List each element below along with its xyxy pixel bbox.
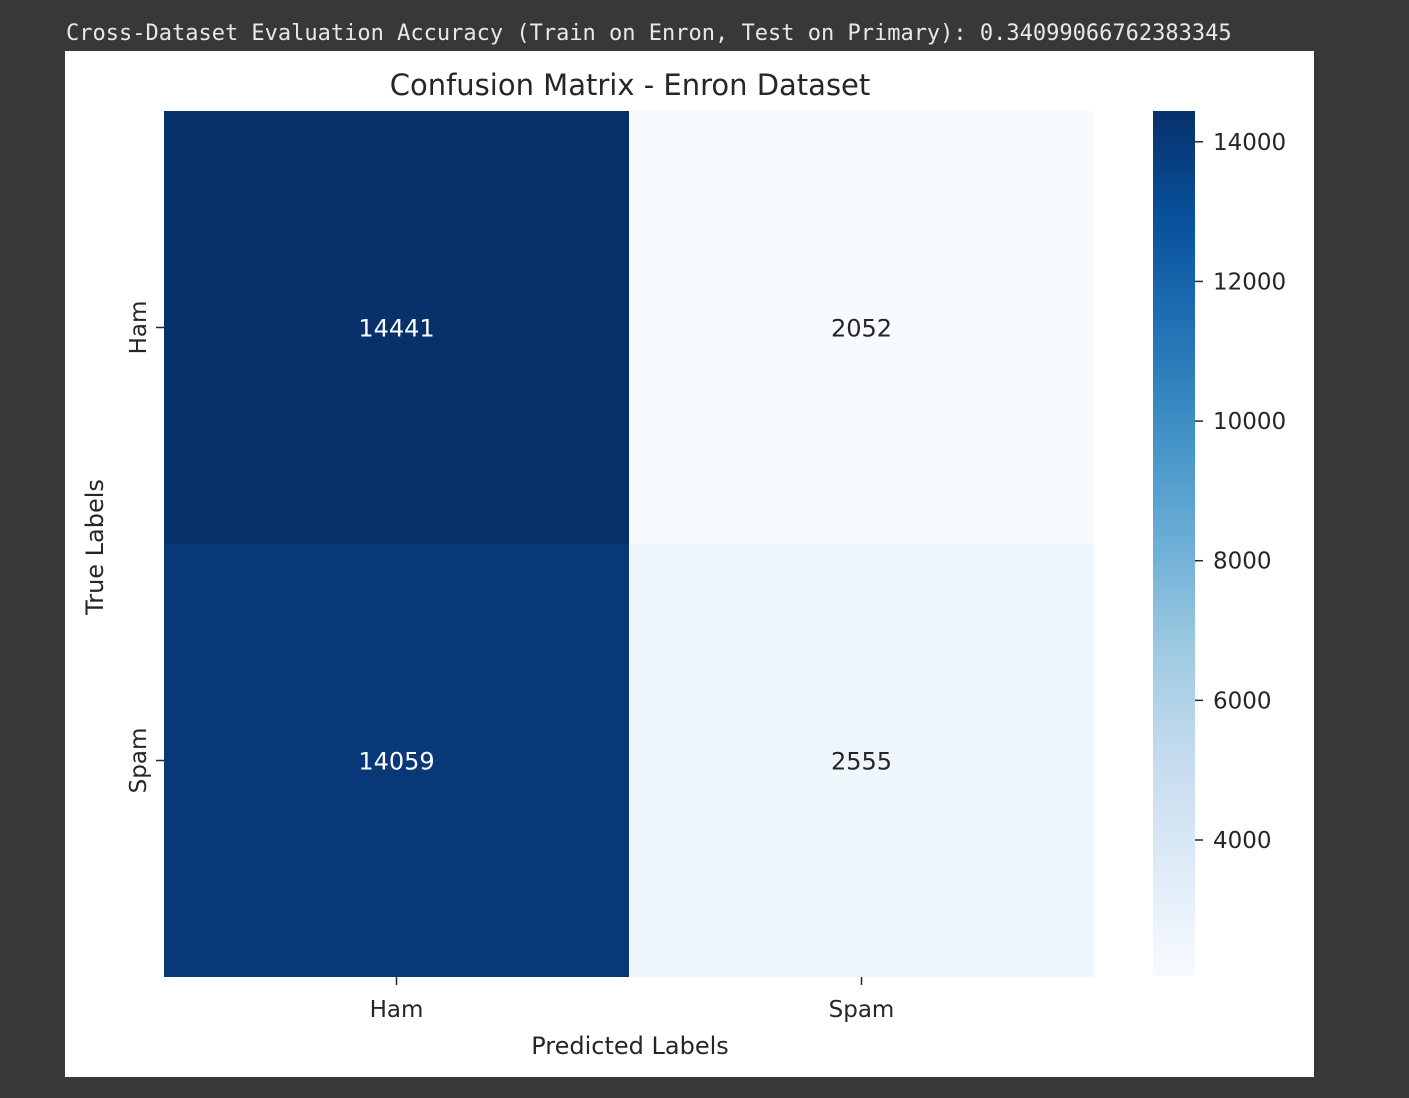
cell-value-label: 14059 bbox=[358, 748, 434, 776]
heatmap-cell-ham-ham bbox=[164, 111, 629, 544]
colorbar-tick-label: 4000 bbox=[1213, 828, 1272, 854]
colorbar-tick-label: 8000 bbox=[1213, 549, 1272, 575]
heatmap-cell-spam-spam bbox=[629, 544, 1094, 977]
colorbar-tick-label: 14000 bbox=[1213, 130, 1286, 156]
heatmap-cell-ham-spam bbox=[629, 111, 1094, 544]
x-tick-label-spam: Spam bbox=[829, 997, 895, 1023]
colorbar bbox=[1153, 111, 1195, 976]
x-axis-label: Predicted Labels bbox=[531, 1032, 729, 1060]
chart-figure: Confusion Matrix - Enron Dataset 14441 20… bbox=[65, 51, 1314, 1077]
heatmap-cell-spam-ham bbox=[164, 544, 629, 977]
confusion-matrix-heatmap: Confusion Matrix - Enron Dataset 14441 20… bbox=[81, 68, 1286, 1060]
chart-title: Confusion Matrix - Enron Dataset bbox=[390, 68, 871, 102]
colorbar-tick-label: 10000 bbox=[1213, 409, 1286, 435]
y-tick-label-spam: Spam bbox=[126, 728, 152, 794]
cell-value-label: 2052 bbox=[831, 315, 892, 343]
y-axis-label: True Labels bbox=[81, 479, 109, 616]
y-tick-label-ham: Ham bbox=[126, 301, 152, 355]
colorbar-tick-label: 6000 bbox=[1213, 688, 1272, 714]
x-tick-label-ham: Ham bbox=[370, 997, 424, 1023]
cell-value-label: 14441 bbox=[358, 315, 434, 343]
cell-value-label: 2555 bbox=[831, 748, 892, 776]
colorbar-tick-label: 12000 bbox=[1213, 269, 1286, 295]
evaluation-output-text: Cross-Dataset Evaluation Accuracy (Train… bbox=[66, 21, 1232, 46]
